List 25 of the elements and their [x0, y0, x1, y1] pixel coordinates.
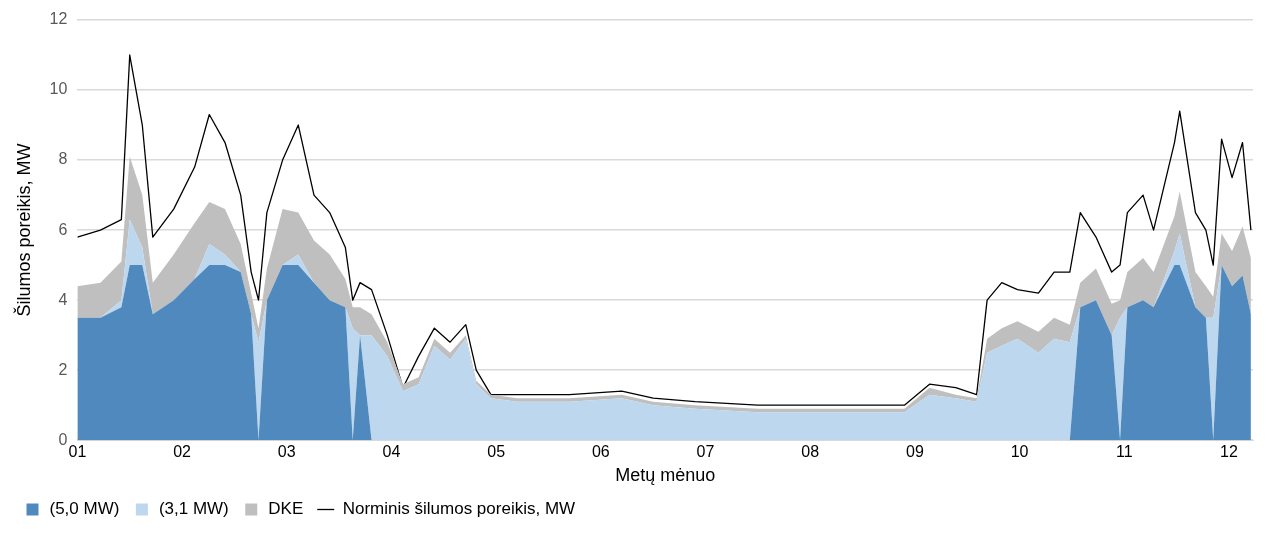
x-tick-label: 06: [591, 443, 610, 461]
legend-label: DKE: [268, 499, 304, 519]
x-axis-title: Metų mėnuo: [615, 465, 716, 486]
x-tick-label: 12: [1220, 443, 1238, 461]
x-tick-label: 09: [905, 443, 924, 461]
legend-label: (5,0 MW): [49, 499, 120, 519]
y-tick-label: 8: [58, 150, 68, 168]
x-tick-label: 04: [382, 443, 401, 461]
y-tick-label: 10: [49, 80, 68, 98]
x-tick-label: 11: [1115, 443, 1133, 461]
y-tick-label: 12: [49, 10, 68, 28]
legend-label: (3,1 MW): [158, 499, 229, 519]
y-axis-title: Šilumos poreikis, MW: [12, 143, 34, 317]
x-tick-label: 05: [487, 443, 506, 461]
y-tick-label: 4: [58, 290, 68, 308]
x-tick-label: 01: [68, 443, 87, 461]
y-tick-label: 0: [58, 430, 68, 448]
y-tick-label: 2: [58, 360, 68, 378]
x-tick-label: 03: [277, 443, 296, 461]
x-tick-label: 10: [1010, 443, 1029, 461]
y-tick-label: 6: [58, 220, 68, 238]
x-tick-label: 02: [173, 443, 192, 461]
x-tick-label: 08: [801, 443, 820, 461]
x-tick-label: 07: [696, 443, 715, 461]
legend-label: Norminis šilumos poreikis, MW: [342, 499, 576, 519]
